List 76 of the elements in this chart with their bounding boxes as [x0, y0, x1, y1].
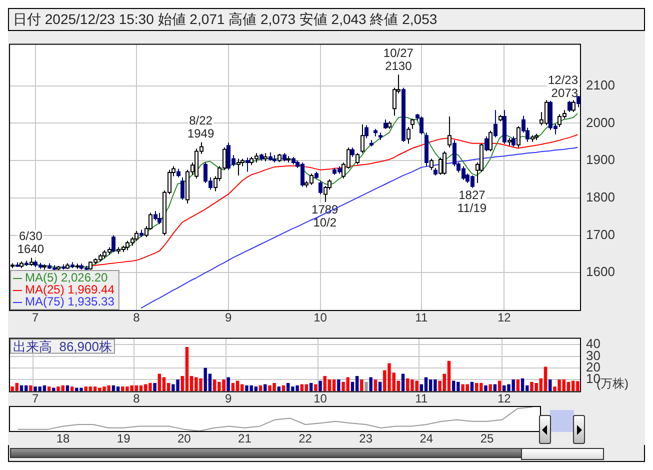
bar: [470, 382, 474, 392]
bar: [116, 386, 120, 392]
bar: [93, 386, 97, 392]
bar: [548, 380, 552, 392]
bar: [264, 384, 267, 392]
bar: [374, 380, 378, 392]
bar: [304, 384, 308, 392]
bar: [498, 380, 502, 392]
bar: [236, 380, 240, 392]
bar: [277, 386, 281, 392]
x-tick-label: 18: [56, 432, 70, 446]
bar: [29, 385, 32, 392]
bar: [516, 380, 520, 392]
x-tick-label: 9: [225, 392, 232, 406]
bar: [378, 382, 382, 392]
x-tick-label: 8: [133, 392, 140, 406]
bar: [328, 380, 332, 392]
annotation: 12/23 2073: [548, 73, 578, 100]
bar: [231, 383, 235, 392]
x-tick-label: 12: [497, 392, 512, 406]
bar: [153, 383, 156, 392]
x-tick-label: 12: [497, 310, 512, 325]
x-tick-label: 9: [225, 310, 232, 325]
bar: [401, 374, 405, 392]
x-tick-label: 8: [133, 310, 140, 325]
bar: [309, 383, 313, 392]
x-tick-label: 10: [314, 392, 328, 406]
bar: [369, 377, 372, 392]
x-tick-label: 11: [415, 392, 428, 406]
bar: [424, 377, 428, 392]
x-tick-label: 24: [420, 432, 434, 446]
y-tick-label: 1800: [586, 190, 615, 205]
bar: [226, 377, 230, 392]
bar: [355, 376, 359, 392]
x-tick-label: 22: [298, 432, 312, 446]
annotation: 6/30 1640: [17, 229, 44, 256]
x-tick-label: 7: [32, 310, 39, 325]
bar: [337, 380, 340, 392]
bar: [488, 384, 492, 392]
bar: [484, 385, 488, 392]
y-tick-label: 1700: [586, 226, 615, 242]
x-tick-label: 10: [314, 310, 328, 325]
annotation: 1827 11/19: [457, 188, 487, 216]
x-tick-label: 7: [32, 392, 39, 406]
bar: [360, 380, 364, 392]
y-tick-label: 1900: [586, 152, 615, 168]
bar: [544, 366, 548, 392]
x-tick-label: 20: [177, 432, 192, 446]
bar: [314, 384, 318, 392]
bar: [364, 382, 368, 392]
bar: [520, 378, 524, 392]
bar: [70, 386, 74, 392]
x-tick-label: 19: [116, 432, 131, 446]
bar: [332, 380, 336, 392]
x-tick-label: 25: [480, 432, 494, 446]
bar: [158, 374, 162, 392]
y-tick-label: 2000: [586, 114, 615, 130]
x-tick-label: 21: [238, 432, 252, 446]
chart-title: 日付 2025/12/23 15:30 始値 2,071 高値 2,073 安値 2,043 終値 2,053: [8, 8, 645, 31]
y-tick-label: 1600: [586, 264, 615, 280]
bar: [185, 346, 189, 392]
bar: [52, 388, 56, 392]
bar: [566, 382, 570, 392]
bar: [318, 380, 322, 392]
y-tick-label: 2100: [586, 77, 615, 92]
chart-title: 出来高 86,900株: [13, 338, 112, 354]
x-tick-label: 23: [359, 432, 373, 446]
bar: [493, 384, 497, 392]
bar: [47, 386, 51, 392]
x-tick-label: 11: [415, 310, 428, 325]
annotation: 10/27 2130: [383, 46, 414, 73]
annotation: 8/22 1949: [187, 114, 214, 141]
bar: [300, 384, 304, 392]
bar: [447, 360, 451, 392]
bar: [162, 377, 166, 392]
legend-label: MA(5) 2,026.20: [25, 270, 108, 284]
